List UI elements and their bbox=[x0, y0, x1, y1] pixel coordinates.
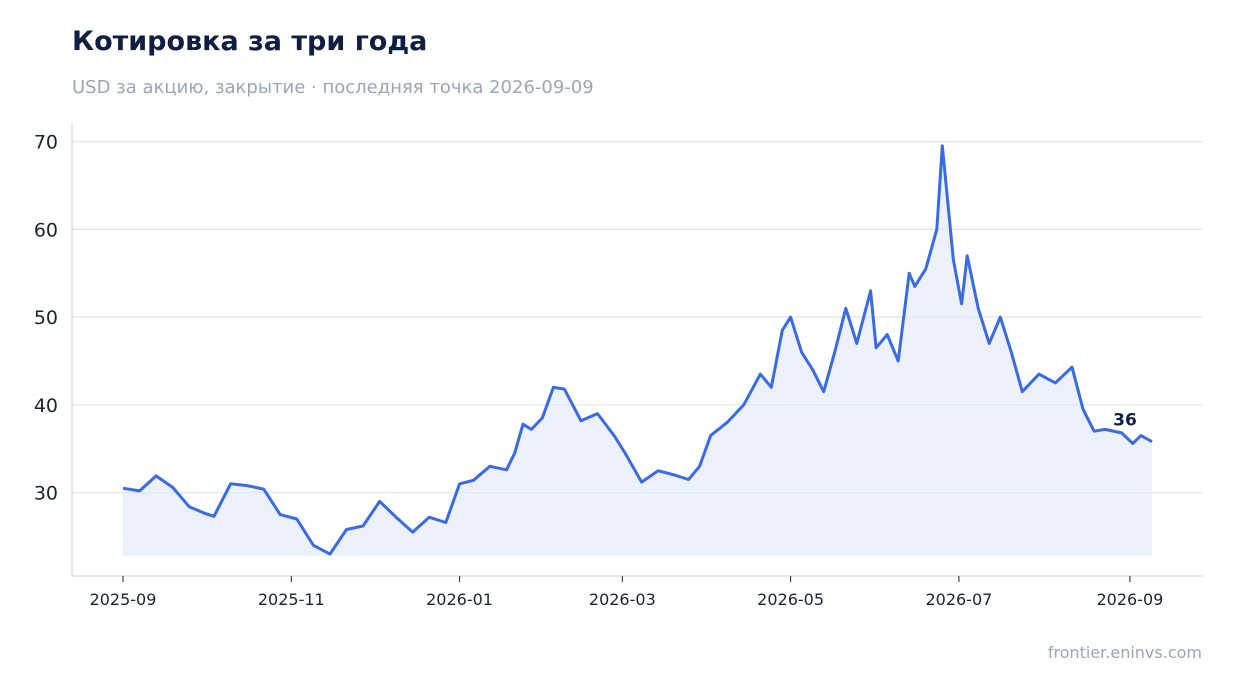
y-tick-label: 50 bbox=[34, 307, 58, 329]
source-credit: frontier.eninvs.com bbox=[1047, 643, 1202, 662]
x-tick-label: 2026-01 bbox=[426, 590, 493, 609]
y-tick-label: 60 bbox=[34, 219, 58, 241]
price-area bbox=[123, 145, 1152, 556]
tick-labels: 30 40 50 60 70 2025-09 2025-11 2026-01 2026-03 20… bbox=[34, 132, 1164, 609]
axes bbox=[71, 124, 1203, 582]
x-tick-label: 2025-09 bbox=[90, 590, 157, 609]
chart-subtitle: USD за акцию, закрытие · последняя точка… bbox=[72, 77, 594, 98]
y-tick-label: 30 bbox=[34, 483, 58, 505]
chart-title: Котировка за три года bbox=[72, 26, 428, 57]
y-tick-label: 40 bbox=[34, 395, 58, 417]
x-tick-label: 2026-09 bbox=[1097, 590, 1164, 609]
x-tick-label: 2025-11 bbox=[258, 590, 325, 609]
last-value-label: 36 bbox=[1113, 411, 1137, 431]
x-tick-label: 2026-03 bbox=[589, 590, 656, 609]
x-tick-label: 2026-07 bbox=[925, 590, 992, 609]
price-line bbox=[122, 144, 1153, 556]
y-tick-label: 70 bbox=[34, 132, 58, 154]
x-tick-label: 2026-05 bbox=[757, 590, 824, 609]
